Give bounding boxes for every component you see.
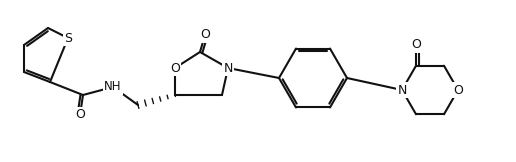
Text: O: O bbox=[200, 29, 210, 41]
Text: O: O bbox=[75, 109, 85, 122]
Text: O: O bbox=[453, 83, 463, 97]
Text: NH: NH bbox=[104, 81, 122, 93]
Text: N: N bbox=[397, 83, 407, 97]
Text: O: O bbox=[411, 38, 421, 51]
Text: S: S bbox=[64, 31, 72, 45]
Text: O: O bbox=[170, 62, 180, 75]
Text: N: N bbox=[223, 62, 233, 75]
